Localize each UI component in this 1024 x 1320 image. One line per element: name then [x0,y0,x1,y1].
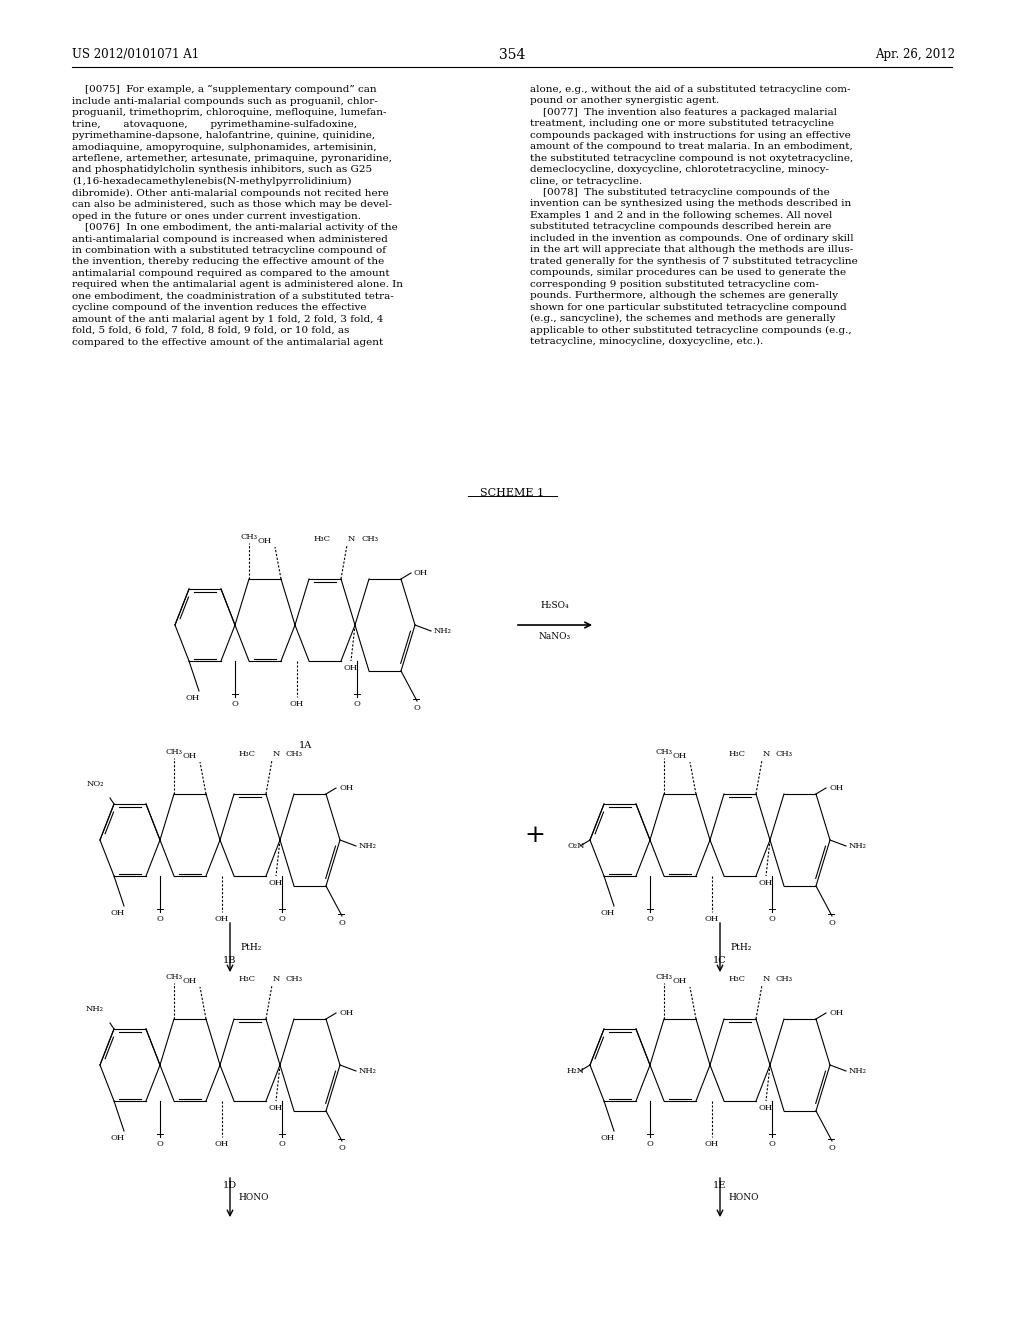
Text: CH₃: CH₃ [166,973,182,981]
Text: 1C: 1C [713,956,727,965]
Text: OH: OH [339,784,353,792]
Text: CH₃: CH₃ [286,975,303,983]
Text: H₃C: H₃C [239,750,256,758]
Text: OH: OH [414,569,428,577]
Text: NH₂: NH₂ [86,1005,104,1012]
Text: OH: OH [215,915,229,923]
Text: OH: OH [673,752,687,760]
Text: O: O [769,1140,775,1148]
Text: OH: OH [290,700,304,708]
Text: 1A: 1A [298,741,311,750]
Text: OH: OH [705,1140,719,1148]
Text: O: O [157,915,164,923]
Text: NO₂: NO₂ [86,780,104,788]
Text: O: O [828,1144,836,1152]
Text: OH: OH [186,694,200,702]
Text: 1B: 1B [223,956,237,965]
Text: H₃C: H₃C [729,750,746,758]
Text: O: O [279,915,286,923]
Text: NH₂: NH₂ [434,627,452,635]
Text: CH₃: CH₃ [241,533,257,541]
Text: O: O [231,700,239,708]
Text: OH: OH [111,909,125,917]
Text: 1E: 1E [714,1181,727,1191]
Text: H₂N: H₂N [567,1067,585,1074]
Text: OH: OH [601,909,615,917]
Text: OH: OH [269,1104,283,1111]
Text: OH: OH [759,879,773,887]
Text: PtH₂: PtH₂ [730,942,752,952]
Text: CH₃: CH₃ [361,535,378,543]
Text: N: N [347,535,354,543]
Text: OH: OH [269,879,283,887]
Text: CH₃: CH₃ [166,748,182,756]
Text: O: O [414,704,421,711]
Text: OH: OH [182,977,197,985]
Text: OH: OH [829,784,843,792]
Text: O: O [646,1140,653,1148]
Text: CH₃: CH₃ [655,973,673,981]
Text: OH: OH [829,1008,843,1016]
Text: CH₃: CH₃ [776,975,793,983]
Text: O₂N: O₂N [567,842,585,850]
Text: OH: OH [601,1134,615,1142]
Text: OH: OH [258,537,272,545]
Text: PtH₂: PtH₂ [240,942,261,952]
Text: O: O [339,919,345,927]
Text: O: O [769,915,775,923]
Text: H₃C: H₃C [729,975,746,983]
Text: CH₃: CH₃ [776,750,793,758]
Text: CH₃: CH₃ [286,750,303,758]
Text: NH₂: NH₂ [359,1067,377,1074]
Text: OH: OH [705,915,719,923]
Text: O: O [646,915,653,923]
Text: H₃C: H₃C [239,975,256,983]
Text: OH: OH [344,664,358,672]
Text: HONO: HONO [728,1192,759,1201]
Text: O: O [279,1140,286,1148]
Text: Apr. 26, 2012: Apr. 26, 2012 [874,48,955,61]
Text: US 2012/0101071 A1: US 2012/0101071 A1 [72,48,199,61]
Text: H₂SO₄: H₂SO₄ [541,601,569,610]
Text: OH: OH [673,977,687,985]
Text: NH₂: NH₂ [849,842,867,850]
Text: O: O [828,919,836,927]
Text: NH₂: NH₂ [359,842,377,850]
Text: 1D: 1D [223,1181,238,1191]
Text: +: + [524,824,546,846]
Text: N: N [762,750,770,758]
Text: OH: OH [759,1104,773,1111]
Text: OH: OH [111,1134,125,1142]
Text: NaNO₃: NaNO₃ [539,632,571,642]
Text: N: N [762,975,770,983]
Text: [0075]  For example, a “supplementary compound” can
include anti-malarial compou: [0075] For example, a “supplementary com… [72,84,403,347]
Text: N: N [272,750,280,758]
Text: HONO: HONO [238,1192,268,1201]
Text: O: O [339,1144,345,1152]
Text: N: N [272,975,280,983]
Text: 354: 354 [499,48,525,62]
Text: NH₂: NH₂ [849,1067,867,1074]
Text: O: O [353,700,360,708]
Text: O: O [157,1140,164,1148]
Text: alone, e.g., without the aid of a substituted tetracycline com-
pound or another: alone, e.g., without the aid of a substi… [530,84,858,346]
Text: SCHEME 1: SCHEME 1 [480,488,544,498]
Text: CH₃: CH₃ [655,748,673,756]
Text: H₃C: H₃C [314,535,331,543]
Text: OH: OH [182,752,197,760]
Text: OH: OH [339,1008,353,1016]
Text: OH: OH [215,1140,229,1148]
